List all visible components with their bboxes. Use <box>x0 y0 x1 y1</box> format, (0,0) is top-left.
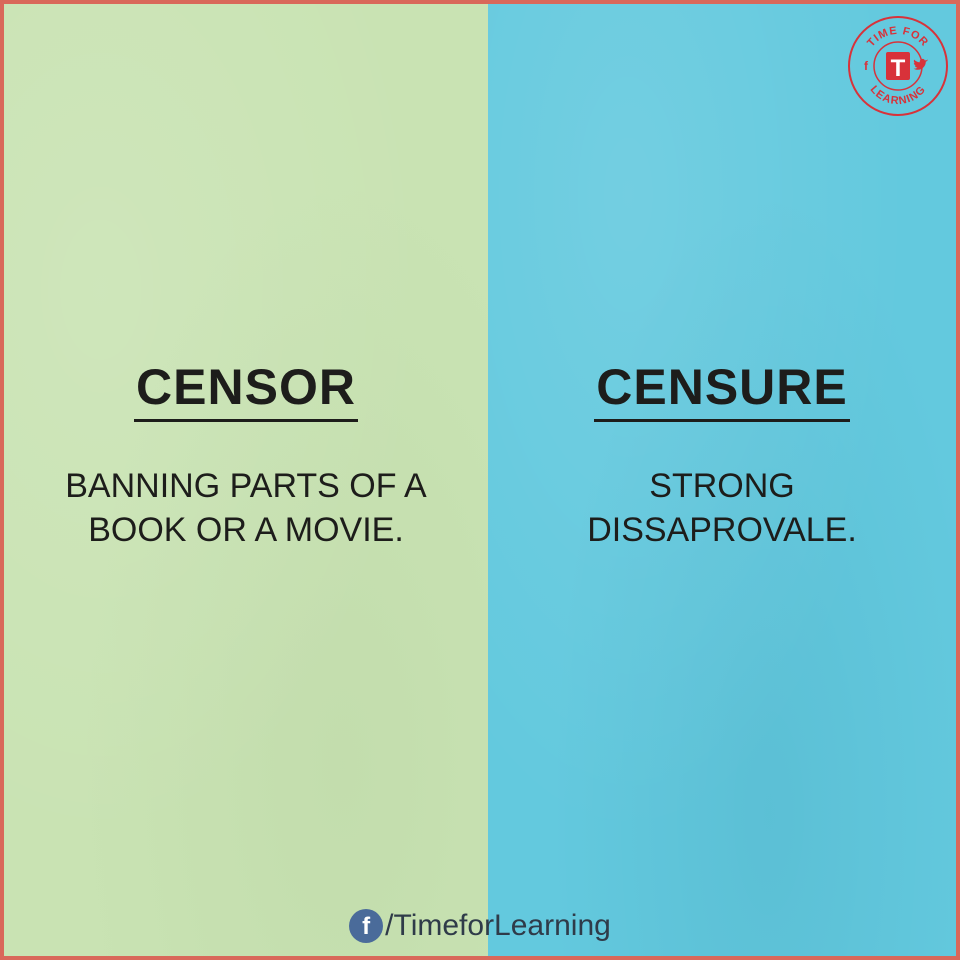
logo-top-text: TIME FOR <box>865 25 931 49</box>
logo-letter: T <box>891 55 906 82</box>
logo-bottom-text: LEARNING <box>868 83 929 107</box>
logo-t-badge <box>886 52 910 80</box>
twitter-icon <box>913 58 928 70</box>
censure-title: CENSURE <box>594 360 850 422</box>
facebook-icon: f <box>349 909 384 944</box>
footer-social-handle[interactable]: f/TimeforLearning <box>4 908 956 944</box>
censure-definition-line-2: DISSAPROVALE. <box>587 511 857 550</box>
censor-definition-line-1: BANNING PARTS OF A <box>65 467 427 505</box>
censor-panel: CENSOR BANNING PARTS OF A BOOK OR A MOVI… <box>4 4 488 956</box>
censure-definition-line-1: STRONG <box>649 467 795 505</box>
censor-term: CENSOR BANNING PARTS OF A BOOK OR A MOVI… <box>4 360 488 552</box>
censure-term: CENSURE STRONG DISSAPROVALE. <box>488 360 956 552</box>
censure-panel: CENSURE STRONG DISSAPROVALE. <box>488 4 956 956</box>
time-for-learning-logo: TIME FOR LEARNING T f <box>848 16 948 116</box>
facebook-icon: f <box>864 59 869 73</box>
censure-definition: STRONG DISSAPROVALE. <box>532 464 912 552</box>
censor-definition: BANNING PARTS OF A BOOK OR A MOVIE. <box>36 464 456 552</box>
logo-outer-ring <box>848 16 948 116</box>
censor-definition-line-2: BOOK OR A MOVIE. <box>88 511 404 550</box>
censor-title: CENSOR <box>134 360 358 422</box>
footer-handle-text: /TimeforLearning <box>385 909 611 943</box>
